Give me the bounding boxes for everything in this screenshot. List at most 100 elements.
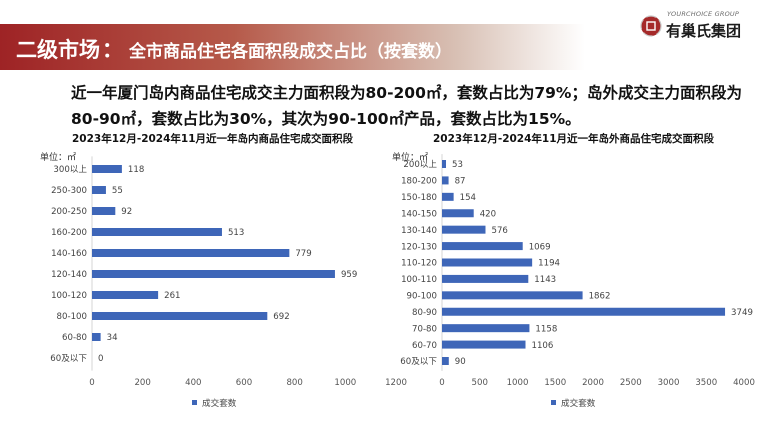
unit-label-island: 单位：㎡	[40, 153, 77, 163]
category-label-offisland: 180-200	[401, 177, 437, 187]
bar-offisland	[442, 242, 523, 251]
legend-swatch-offisland	[551, 400, 556, 405]
bar-offisland	[442, 209, 474, 218]
bar-offisland	[442, 274, 529, 283]
data-label-offisland: 420	[480, 209, 496, 219]
bar-island	[92, 228, 222, 236]
category-label-offisland: 80-90	[412, 308, 437, 318]
category-label-offisland: 60-70	[412, 341, 437, 351]
data-label-offisland: 576	[491, 226, 507, 236]
category-label-offisland: 140-150	[401, 209, 437, 219]
x-tick-label-offisland: 4000	[733, 378, 755, 388]
data-label-offisland: 1158	[535, 324, 557, 334]
x-tick-label-island: 0	[89, 378, 94, 388]
category-label-offisland: 200以上	[403, 159, 437, 170]
bar-island	[92, 207, 116, 215]
bar-island	[92, 312, 268, 320]
data-label-offisland: 1106	[532, 341, 554, 351]
bar-offisland	[442, 307, 726, 316]
category-label-island: 120-140	[51, 270, 87, 280]
bar-offisland	[442, 176, 449, 185]
category-label-island: 60-80	[62, 333, 87, 343]
category-label-island: 140-160	[51, 249, 87, 259]
logo-tagline: YOURCHOICE GROUP	[667, 10, 739, 18]
bar-island	[92, 291, 159, 299]
legend-swatch-island	[192, 400, 197, 405]
category-label-island: 250-300	[51, 186, 87, 196]
x-tick-label-offisland: 2000	[582, 378, 604, 388]
legend-label-island: 成交套数	[202, 397, 237, 409]
data-label-offisland: 1194	[538, 259, 560, 269]
x-tick-label-island: 1200	[385, 378, 407, 388]
data-label-island: 959	[341, 270, 357, 280]
data-label-island: 92	[121, 207, 132, 217]
bar-island	[92, 333, 101, 341]
x-tick-label-island: 600	[236, 378, 252, 388]
x-tick-label-island: 400	[185, 378, 201, 388]
data-label-offisland: 53	[452, 160, 463, 170]
unit-label-offisland: 单位：㎡	[392, 153, 429, 163]
x-tick-label-offisland: 0	[439, 378, 444, 388]
company-logo: YOURCHOICE GROUP 有巢氏集团	[637, 10, 757, 42]
x-tick-label-offisland: 1500	[544, 378, 566, 388]
data-label-island: 118	[128, 165, 144, 175]
title-separator: ：	[102, 38, 123, 62]
data-label-island: 34	[107, 333, 118, 343]
legend-label-offisland: 成交套数	[561, 397, 596, 409]
category-label-offisland: 90-100	[407, 292, 437, 302]
title-main: 二级市场	[16, 38, 100, 62]
data-label-island: 55	[112, 186, 123, 196]
data-label-offisland: 90	[455, 357, 466, 367]
category-label-offisland: 110-120	[401, 259, 437, 269]
x-tick-label-offisland: 1000	[507, 378, 529, 388]
data-label-offisland: 1143	[534, 275, 556, 285]
slide-title: 二级市场： 全市商品住宅各面积段成交占比（按套数）	[16, 34, 452, 64]
bar-island	[92, 186, 106, 194]
x-tick-label-offisland: 3000	[658, 378, 680, 388]
bar-offisland	[442, 340, 526, 349]
data-label-island: 0	[98, 354, 103, 364]
x-tick-label-offisland: 2500	[620, 378, 642, 388]
bar-offisland	[442, 192, 454, 201]
data-label-offisland: 3749	[731, 308, 753, 318]
bar-island	[92, 249, 290, 257]
category-label-offisland: 120-130	[401, 242, 437, 252]
category-label-island: 160-200	[51, 228, 87, 238]
x-tick-label-island: 200	[134, 378, 150, 388]
data-label-island: 513	[228, 228, 244, 238]
x-tick-label-island: 1000	[334, 378, 356, 388]
bar-offisland	[442, 258, 533, 267]
x-tick-label-island: 800	[286, 378, 302, 388]
data-label-offisland: 87	[455, 177, 466, 187]
category-label-island: 80-100	[57, 312, 87, 322]
data-label-offisland: 154	[460, 193, 476, 203]
category-label-island: 300以上	[53, 164, 87, 175]
bar-island	[92, 165, 122, 173]
summary-text: 近一年厦门岛内商品住宅成交主力面积段为80-200㎡，套数占比为79%；岛外成交…	[71, 84, 742, 128]
bar-offisland	[442, 324, 530, 333]
title-banner: 二级市场： 全市商品住宅各面积段成交占比（按套数）	[0, 24, 585, 70]
category-label-offisland: 60及以下	[400, 356, 437, 367]
bar-offisland	[442, 291, 583, 300]
data-label-island: 261	[164, 291, 180, 301]
bar-island	[92, 270, 335, 278]
category-label-offisland: 150-180	[401, 193, 437, 203]
bar-offisland	[442, 357, 449, 365]
category-label-island: 200-250	[51, 207, 87, 217]
data-label-island: 692	[273, 312, 289, 322]
category-label-offisland: 130-140	[401, 226, 437, 236]
bar-offisland	[442, 160, 447, 168]
chart-title-island: 2023年12月-2024年11月近一年岛内商品住宅成交面积段	[72, 133, 354, 145]
x-tick-label-offisland: 500	[472, 378, 488, 388]
logo-emblem-icon	[640, 15, 662, 37]
data-label-island: 779	[295, 249, 311, 259]
category-label-island: 100-120	[51, 291, 87, 301]
data-label-offisland: 1069	[529, 242, 551, 252]
bar-offisland	[442, 225, 486, 234]
chart-title-offisland: 2023年12月-2024年11月近一年岛外商品住宅成交面积段	[433, 133, 715, 145]
logo-name: 有巢氏集团	[666, 22, 742, 40]
title-subtitle: 全市商品住宅各面积段成交占比（按套数）	[129, 42, 452, 62]
data-label-offisland: 1862	[589, 292, 611, 302]
x-tick-label-offisland: 3500	[695, 378, 717, 388]
